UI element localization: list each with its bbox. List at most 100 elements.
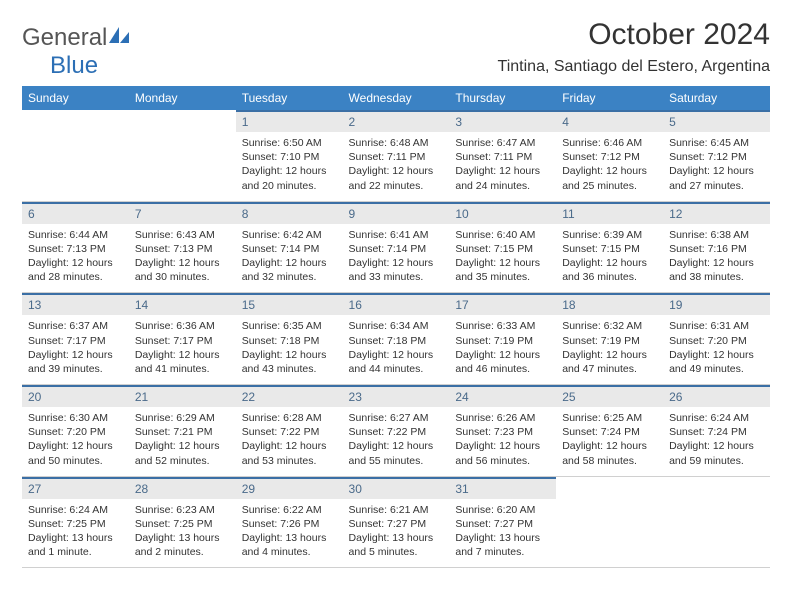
day-content: Sunrise: 6:36 AMSunset: 7:17 PMDaylight:…	[129, 315, 236, 384]
sunset-text: Sunset: 7:24 PM	[562, 425, 657, 439]
sunset-text: Sunset: 7:19 PM	[455, 334, 550, 348]
day-number: 16	[343, 293, 450, 315]
daylight-text: Daylight: 12 hours and 22 minutes.	[349, 164, 444, 192]
sunset-text: Sunset: 7:14 PM	[242, 242, 337, 256]
sunset-text: Sunset: 7:26 PM	[242, 517, 337, 531]
day-content: Sunrise: 6:32 AMSunset: 7:19 PMDaylight:…	[556, 315, 663, 384]
calendar-cell: 2Sunrise: 6:48 AMSunset: 7:11 PMDaylight…	[343, 110, 450, 201]
sunset-text: Sunset: 7:15 PM	[562, 242, 657, 256]
sunset-text: Sunset: 7:17 PM	[135, 334, 230, 348]
day-number: 30	[343, 477, 450, 499]
day-number: 3	[449, 110, 556, 132]
calendar-cell: 24Sunrise: 6:26 AMSunset: 7:23 PMDayligh…	[449, 385, 556, 477]
daylight-text: Daylight: 12 hours and 46 minutes.	[455, 348, 550, 376]
sunrise-text: Sunrise: 6:30 AM	[28, 411, 123, 425]
calendar-cell: 22 Sunrise: 6:28 AMSunset: 7:22 PMDayligh…	[236, 385, 343, 477]
sunrise-text: Sunrise: 6:28 AM	[242, 411, 337, 425]
sunset-text: Sunset: 7:11 PM	[349, 150, 444, 164]
calendar-cell: 5Sunrise: 6:45 AMSunset: 7:12 PMDaylight…	[663, 110, 770, 201]
sunset-text: Sunset: 7:20 PM	[28, 425, 123, 439]
sunrise-text: Sunrise: 6:39 AM	[562, 228, 657, 242]
calendar-cell: 11Sunrise: 6:39 AMSunset: 7:15 PMDayligh…	[556, 201, 663, 293]
day-content: Sunrise: 6:50 AMSunset: 7:10 PMDaylight:…	[236, 132, 343, 201]
title-block: October 2024 Tintina, Santiago del Ester…	[498, 18, 770, 82]
sunrise-text: Sunrise: 6:38 AM	[669, 228, 764, 242]
sunset-text: Sunset: 7:13 PM	[135, 242, 230, 256]
day-content: Sunrise: 6:39 AMSunset: 7:15 PMDaylight:…	[556, 224, 663, 293]
day-content: Sunrise: 6:20 AMSunset: 7:27 PMDaylight:…	[449, 499, 556, 568]
daylight-text: Daylight: 12 hours and 27 minutes.	[669, 164, 764, 192]
daylight-text: Daylight: 12 hours and 35 minutes.	[455, 256, 550, 284]
day-content: Sunrise: 6:26 AMSunset: 7:23 PMDaylight:…	[449, 407, 556, 476]
day-number: 31	[449, 477, 556, 499]
sunrise-text: Sunrise: 6:44 AM	[28, 228, 123, 242]
sunset-text: Sunset: 7:27 PM	[455, 517, 550, 531]
calendar-week-row: 20Sunrise: 6:30 AMSunset: 7:20 PMDayligh…	[22, 385, 770, 477]
calendar-cell: 17Sunrise: 6:33 AMSunset: 7:19 PMDayligh…	[449, 293, 556, 385]
calendar-body: ....1Sunrise: 6:50 AMSunset: 7:10 PMDayl…	[22, 110, 770, 568]
sunrise-text: Sunrise: 6:36 AM	[135, 319, 230, 333]
day-content: Sunrise: 6:23 AMSunset: 7:25 PMDaylight:…	[129, 499, 236, 568]
daylight-text: Daylight: 12 hours and 59 minutes.	[669, 439, 764, 467]
daylight-text: Daylight: 12 hours and 47 minutes.	[562, 348, 657, 376]
calendar-cell: 10Sunrise: 6:40 AMSunset: 7:15 PMDayligh…	[449, 201, 556, 293]
sunrise-text: Sunrise: 6:32 AM	[562, 319, 657, 333]
daylight-text: Daylight: 12 hours and 20 minutes.	[242, 164, 337, 192]
daylight-text: Daylight: 12 hours and 36 minutes.	[562, 256, 657, 284]
day-number: 18	[556, 293, 663, 315]
calendar-cell: 9Sunrise: 6:41 AMSunset: 7:14 PMDaylight…	[343, 201, 450, 293]
sunrise-text: Sunrise: 6:26 AM	[455, 411, 550, 425]
location: Tintina, Santiago del Estero, Argentina	[498, 58, 770, 76]
day-content: Sunrise: 6:25 AMSunset: 7:24 PMDaylight:…	[556, 407, 663, 476]
logo-sail-icon	[109, 24, 131, 52]
day-content: Sunrise: 6:37 AMSunset: 7:17 PMDaylight:…	[22, 315, 129, 384]
daylight-text: Daylight: 13 hours and 2 minutes.	[135, 531, 230, 559]
day-number: 22	[236, 385, 343, 407]
day-number: 5	[663, 110, 770, 132]
sunrise-text: Sunrise: 6:46 AM	[562, 136, 657, 150]
day-content: Sunrise: 6:47 AMSunset: 7:11 PMDaylight:…	[449, 132, 556, 201]
logo: General Blue	[22, 24, 131, 80]
day-content: Sunrise: 6:35 AMSunset: 7:18 PMDaylight:…	[236, 315, 343, 384]
day-number: 4	[556, 110, 663, 132]
sunset-text: Sunset: 7:12 PM	[562, 150, 657, 164]
day-header: Monday	[129, 86, 236, 110]
daylight-text: Daylight: 12 hours and 58 minutes.	[562, 439, 657, 467]
daylight-text: Daylight: 12 hours and 53 minutes.	[242, 439, 337, 467]
day-content: Sunrise: 6:48 AMSunset: 7:11 PMDaylight:…	[343, 132, 450, 201]
calendar-cell: 15Sunrise: 6:35 AMSunset: 7:18 PMDayligh…	[236, 293, 343, 385]
sunrise-text: Sunrise: 6:48 AM	[349, 136, 444, 150]
calendar-cell: 25Sunrise: 6:25 AMSunset: 7:24 PMDayligh…	[556, 385, 663, 477]
calendar-cell: 29Sunrise: 6:22 AMSunset: 7:26 PMDayligh…	[236, 476, 343, 568]
calendar-cell: 19Sunrise: 6:31 AMSunset: 7:20 PMDayligh…	[663, 293, 770, 385]
day-header: Wednesday	[343, 86, 450, 110]
day-number: 8	[236, 202, 343, 224]
day-content: Sunrise: 6:33 AMSunset: 7:19 PMDaylight:…	[449, 315, 556, 384]
sunrise-text: Sunrise: 6:33 AM	[455, 319, 550, 333]
calendar-cell: ..	[22, 110, 129, 201]
header: General Blue October 2024 Tintina, Santi…	[22, 18, 770, 82]
daylight-text: Daylight: 12 hours and 25 minutes.	[562, 164, 657, 192]
day-header: Thursday	[449, 86, 556, 110]
calendar-week-row: ....1Sunrise: 6:50 AMSunset: 7:10 PMDayl…	[22, 110, 770, 201]
daylight-text: Daylight: 12 hours and 39 minutes.	[28, 348, 123, 376]
calendar-week-row: 13Sunrise: 6:37 AMSunset: 7:17 PMDayligh…	[22, 293, 770, 385]
calendar-week-row: 6Sunrise: 6:44 AMSunset: 7:13 PMDaylight…	[22, 201, 770, 293]
daylight-text: Daylight: 13 hours and 7 minutes.	[455, 531, 550, 559]
day-number: 21	[129, 385, 236, 407]
logo-part2: Blue	[50, 52, 98, 79]
calendar-cell: 13Sunrise: 6:37 AMSunset: 7:17 PMDayligh…	[22, 293, 129, 385]
daylight-text: Daylight: 13 hours and 1 minute.	[28, 531, 123, 559]
sunrise-text: Sunrise: 6:21 AM	[349, 503, 444, 517]
sunrise-text: Sunrise: 6:29 AM	[135, 411, 230, 425]
daylight-text: Daylight: 12 hours and 44 minutes.	[349, 348, 444, 376]
day-content: Sunrise: 6:22 AMSunset: 7:26 PMDaylight:…	[236, 499, 343, 568]
sunset-text: Sunset: 7:22 PM	[242, 425, 337, 439]
calendar-cell: 30Sunrise: 6:21 AMSunset: 7:27 PMDayligh…	[343, 476, 450, 568]
daylight-text: Daylight: 12 hours and 28 minutes.	[28, 256, 123, 284]
calendar-cell: 20Sunrise: 6:30 AMSunset: 7:20 PMDayligh…	[22, 385, 129, 477]
day-number: 1	[236, 110, 343, 132]
sunset-text: Sunset: 7:20 PM	[669, 334, 764, 348]
daylight-text: Daylight: 12 hours and 55 minutes.	[349, 439, 444, 467]
sunset-text: Sunset: 7:10 PM	[242, 150, 337, 164]
